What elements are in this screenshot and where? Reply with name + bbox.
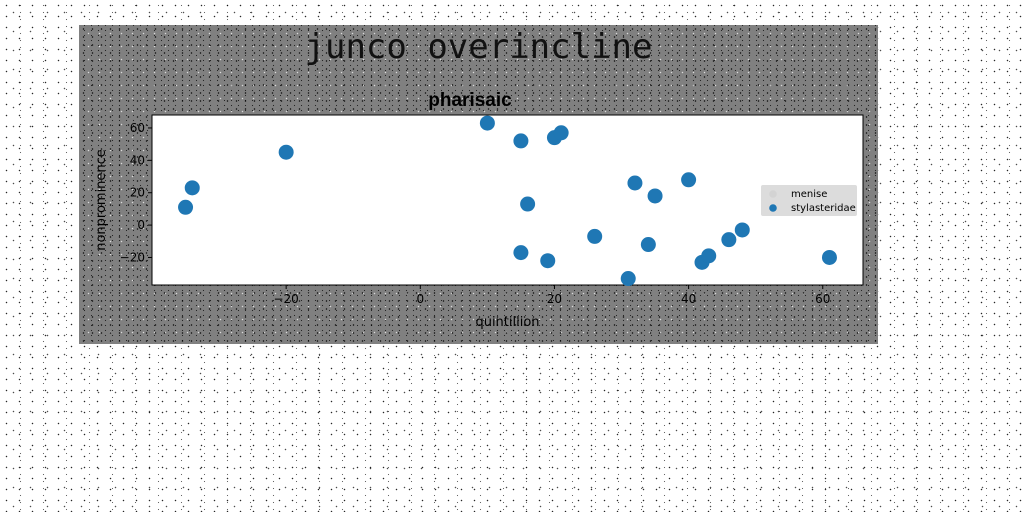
data-point (647, 188, 663, 204)
data-point (734, 222, 750, 238)
y-tick-label: 0 (137, 218, 145, 232)
data-point (620, 271, 636, 287)
axis-ticks: −20 0 20 40 60 −20 0 20 40 60 (120, 121, 831, 306)
y-tick-label: 20 (130, 186, 145, 200)
legend-box (761, 185, 857, 216)
x-tick-label: 20 (547, 292, 562, 306)
data-point (587, 228, 603, 244)
legend-marker (769, 190, 777, 198)
data-point (178, 199, 194, 215)
data-point (721, 232, 737, 248)
chart-title: pharisaic (428, 90, 512, 111)
data-point (640, 237, 656, 253)
legend-label: menise (791, 189, 827, 200)
scatter-chart: pharisaic −20 0 20 40 60 −20 0 20 40 60 quintilli… (94, 90, 864, 330)
y-tick-label: 60 (130, 121, 145, 135)
data-point (701, 248, 717, 264)
x-tick-label: −20 (273, 292, 298, 306)
plot-area (151, 114, 864, 286)
figure-suptitle: junco overincline (304, 27, 653, 67)
figure-panel: junco overincline pharisaic −20 0 20 40 60 −2… (79, 25, 878, 344)
data-point (278, 144, 294, 160)
y-tick-label: 40 (130, 153, 145, 167)
legend-marker (769, 204, 777, 212)
data-point (479, 115, 495, 131)
data-point (513, 245, 529, 261)
legend-label: stylasteridae (791, 203, 856, 214)
data-point (821, 249, 837, 265)
x-tick-label: 60 (815, 292, 830, 306)
y-tick-label: −20 (120, 250, 145, 264)
data-point (553, 125, 569, 141)
data-point (627, 175, 643, 191)
scatter-points (178, 115, 837, 287)
y-axis-label: nonprominence (94, 149, 109, 251)
x-tick-label: 0 (416, 292, 424, 306)
data-point (520, 196, 536, 212)
data-point (184, 180, 200, 196)
chart-legend: menise stylasteridae (761, 185, 857, 216)
x-axis-label: quintillion (475, 315, 539, 330)
data-point (513, 133, 529, 149)
data-point (681, 172, 697, 188)
x-tick-label: 40 (681, 292, 696, 306)
data-point (540, 253, 556, 269)
